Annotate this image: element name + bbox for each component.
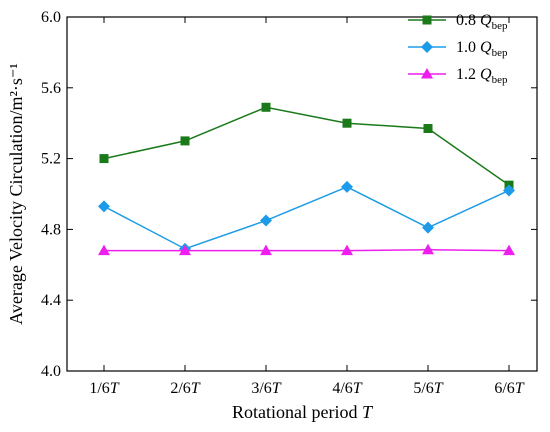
data-point	[261, 102, 271, 112]
y-axis-title: Average Velocity Circulation/m²·s⁻¹	[6, 63, 26, 325]
data-point	[180, 136, 190, 146]
y-tick-label: 4.8	[41, 221, 61, 238]
data-point	[342, 118, 352, 128]
x-tick-label: 5/6T	[413, 380, 443, 397]
y-tick-label: 6.0	[41, 9, 61, 26]
x-tick-label: 4/6T	[332, 380, 362, 397]
y-tick-label: 5.2	[41, 151, 61, 168]
y-tick-label: 4.4	[41, 292, 61, 309]
legend-label: 0.8 Qbep	[456, 12, 508, 32]
x-tick-label: 6/6T	[494, 380, 524, 397]
data-point	[422, 221, 434, 234]
data-point	[260, 244, 272, 256]
x-axis-title: Rotational period T	[232, 402, 374, 422]
data-point	[503, 184, 515, 197]
series-2	[98, 180, 515, 255]
legend-item: 1.2 Qbep	[408, 66, 508, 86]
legend-marker	[421, 68, 433, 79]
x-tick-label: 1/6T	[89, 380, 119, 397]
data-point	[423, 124, 433, 134]
data-point	[99, 154, 109, 164]
data-point	[98, 200, 110, 213]
data-point	[341, 180, 353, 193]
data-point	[98, 244, 110, 256]
data-point	[503, 244, 515, 256]
legend-label: 1.0 Qbep	[456, 39, 508, 59]
y-axis: 4.0 4.4 4.8 5.2 5.6 6.0	[41, 9, 537, 380]
series-line	[103, 106, 510, 186]
legend-marker	[421, 41, 433, 53]
legend-item: 1.0 Qbep	[408, 39, 508, 59]
legend-marker	[422, 15, 432, 25]
data-point	[260, 214, 272, 227]
series-layer	[98, 102, 515, 256]
y-tick-label: 5.6	[41, 80, 61, 97]
series-line	[104, 249, 510, 252]
plot-border	[66, 16, 538, 372]
data-point	[341, 244, 353, 256]
legend: 0.8 Qbep 1.0 Qbep 1.2 Qbep	[408, 12, 508, 86]
series-3	[98, 243, 515, 256]
legend-label: 1.2 Qbep	[456, 66, 508, 86]
series-1	[99, 102, 514, 190]
data-point	[179, 244, 191, 256]
legend-item: 0.8 Qbep	[408, 12, 508, 32]
y-tick-label: 4.0	[41, 363, 61, 380]
x-axis: 1/6T 2/6T 3/6T 4/6T 5/6T 6/6T	[89, 17, 525, 397]
plot-frame	[66, 16, 538, 372]
series-line	[103, 186, 510, 250]
x-tick-label: 2/6T	[170, 380, 200, 397]
data-point	[422, 243, 434, 255]
x-tick-label: 3/6T	[251, 380, 281, 397]
